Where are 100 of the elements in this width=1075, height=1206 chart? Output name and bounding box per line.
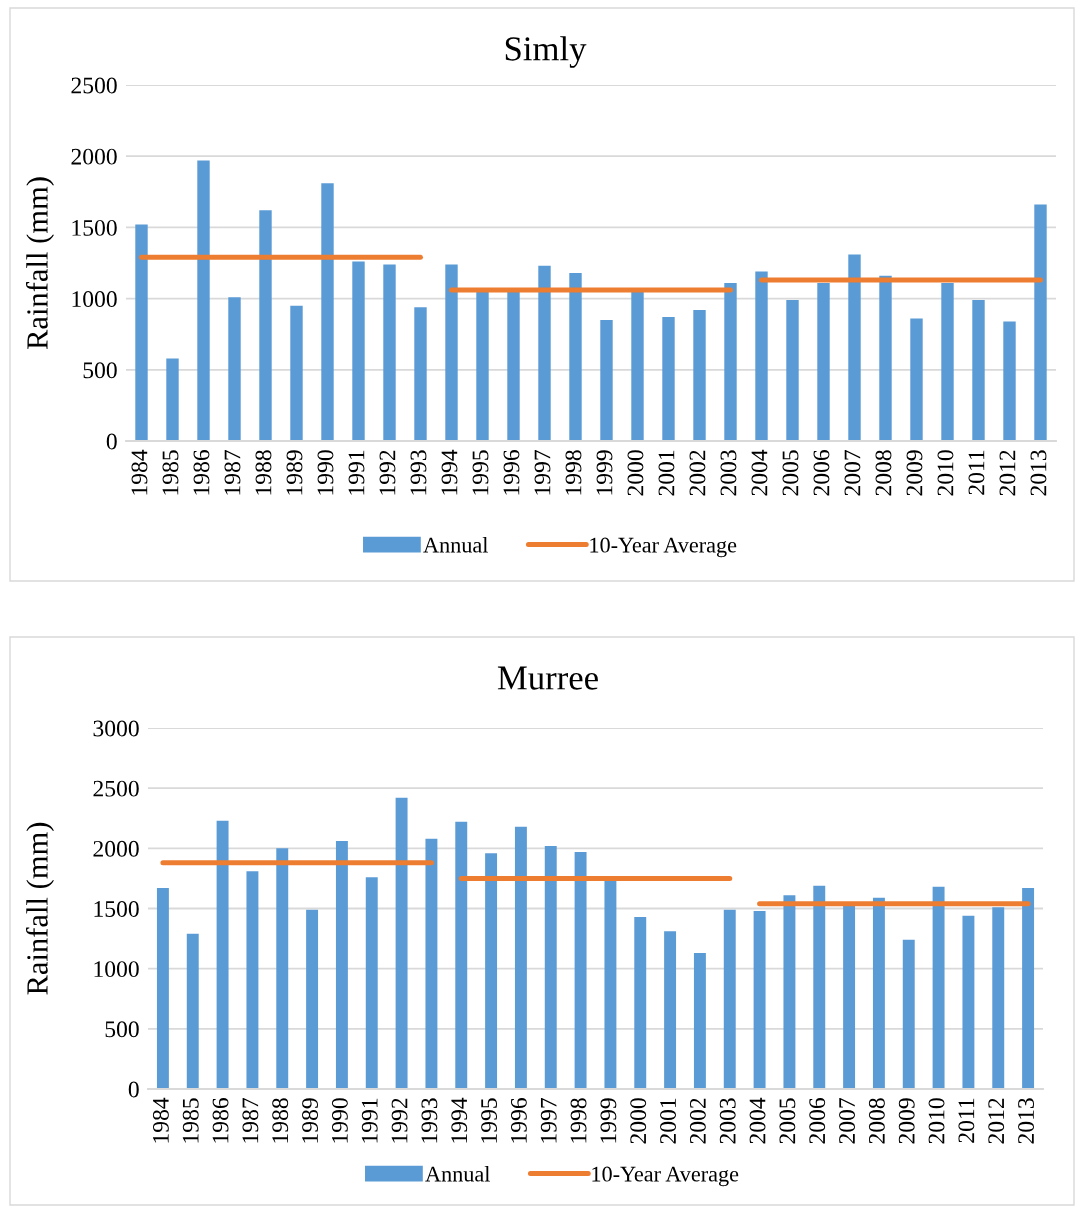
y-tick-label: 1000 <box>94 961 139 978</box>
bar <box>604 879 617 1089</box>
bar <box>276 848 289 1089</box>
x-tick-label: 2006 <box>813 450 830 496</box>
x-tick-label: 2012 <box>988 1098 1005 1144</box>
x-tick-label: 1991 <box>348 450 365 495</box>
bar <box>910 318 923 441</box>
x-tick-label: 2005 <box>779 1098 796 1144</box>
x-tick-label: 1989 <box>302 1098 318 1143</box>
bar <box>634 916 647 1089</box>
y-tick-label: 3000 <box>93 720 139 737</box>
x-tick-label: 1995 <box>481 1098 497 1143</box>
x-tick-label: 2007 <box>844 450 861 496</box>
bar <box>290 305 303 441</box>
bar <box>813 885 826 1089</box>
bar <box>538 265 551 441</box>
bar <box>352 261 365 441</box>
bar <box>664 931 677 1089</box>
bar <box>259 210 272 441</box>
legend-label: Annual <box>425 1165 490 1182</box>
bar <box>445 264 458 441</box>
x-tick-label: 2011 <box>958 1098 975 1143</box>
x-tick-label: 2002 <box>689 450 706 496</box>
x-tick-label: 1985 <box>162 450 179 495</box>
bar <box>693 309 706 441</box>
x-tick-label: 2002 <box>689 1098 706 1144</box>
bar <box>246 871 259 1089</box>
x-tick-label: 2012 <box>999 450 1016 496</box>
y-axis-title: Rainfall (mm) <box>25 822 54 995</box>
bar <box>755 271 768 441</box>
x-tick-label: 1986 <box>212 1098 229 1143</box>
bar <box>306 909 319 1089</box>
x-tick-label: 1985 <box>182 1098 199 1143</box>
x-tick-label: 1999 <box>600 1098 617 1143</box>
x-tick-label: 2010 <box>937 450 954 496</box>
x-tick-label: 1984 <box>131 449 148 495</box>
bar <box>507 290 520 441</box>
bar <box>166 358 179 441</box>
chart-title: Simly <box>505 36 587 68</box>
x-tick-label: 1987 <box>224 450 241 495</box>
bar <box>383 264 396 441</box>
x-tick-label: 2009 <box>898 1098 915 1144</box>
bar <box>753 910 766 1089</box>
bar <box>321 183 334 441</box>
bar <box>724 282 737 441</box>
x-tick-label: 1986 <box>193 450 210 495</box>
legend-label: 10-Year Average <box>592 1166 739 1187</box>
x-tick-label: 2001 <box>658 450 675 496</box>
x-tick-label: 2011 <box>968 450 985 495</box>
x-tick-label: 2004 <box>751 449 768 496</box>
bar <box>135 224 148 441</box>
bar <box>902 939 915 1089</box>
x-tick-label: 1988 <box>272 1098 289 1143</box>
y-tick-label: 1500 <box>72 219 117 236</box>
bar <box>216 820 229 1089</box>
y-tick-label: 0 <box>106 433 117 450</box>
bar <box>941 282 954 441</box>
x-tick-label: 1993 <box>410 450 427 495</box>
legend-label: Annual <box>423 536 488 553</box>
x-tick-label: 1997 <box>534 450 551 495</box>
x-tick-label: 1988 <box>255 450 272 495</box>
bar <box>786 300 799 441</box>
bar <box>1022 888 1035 1089</box>
legend-label: 10-Year Average <box>590 537 737 558</box>
y-tick-label: 0 <box>128 1081 139 1098</box>
y-tick-label: 2500 <box>93 780 139 797</box>
x-tick-label: 1991 <box>361 1098 378 1143</box>
x-tick-label: 2009 <box>906 450 923 496</box>
x-tick-label: 1984 <box>152 1097 169 1143</box>
x-tick-label: 1996 <box>503 450 520 495</box>
x-tick-label: 1990 <box>317 450 334 495</box>
bar <box>783 895 796 1089</box>
y-tick-label: 2500 <box>71 77 117 94</box>
bar <box>365 877 378 1089</box>
bar <box>992 907 1005 1089</box>
x-tick-label: 1992 <box>391 1098 408 1143</box>
x-tick-label: 2013 <box>1018 1098 1034 1144</box>
bar <box>1034 204 1047 441</box>
x-tick-label: 1995 <box>472 450 489 495</box>
bar <box>600 319 613 441</box>
y-tick-label: 1500 <box>94 900 139 917</box>
x-tick-label: 2004 <box>749 1097 766 1144</box>
x-tick-label: 2006 <box>809 1098 826 1144</box>
bar <box>631 290 644 441</box>
y-tick-label: 500 <box>105 1021 139 1038</box>
x-tick-label: 2008 <box>868 1098 885 1144</box>
bar <box>335 841 348 1089</box>
x-tick-label: 2013 <box>1030 450 1047 496</box>
x-tick-label: 2005 <box>782 450 799 496</box>
x-tick-label: 1993 <box>421 1098 438 1143</box>
x-tick-label: 1992 <box>379 450 396 495</box>
bar <box>1003 321 1016 441</box>
bar <box>662 317 675 441</box>
x-tick-label: 2003 <box>719 1098 736 1144</box>
y-axis-title: Rainfall (mm) <box>25 177 54 350</box>
bar <box>514 826 527 1089</box>
y-tick-label: 500 <box>83 362 117 379</box>
x-tick-label: 2007 <box>839 1098 855 1144</box>
bar <box>693 953 706 1089</box>
x-tick-label: 1989 <box>286 450 303 495</box>
